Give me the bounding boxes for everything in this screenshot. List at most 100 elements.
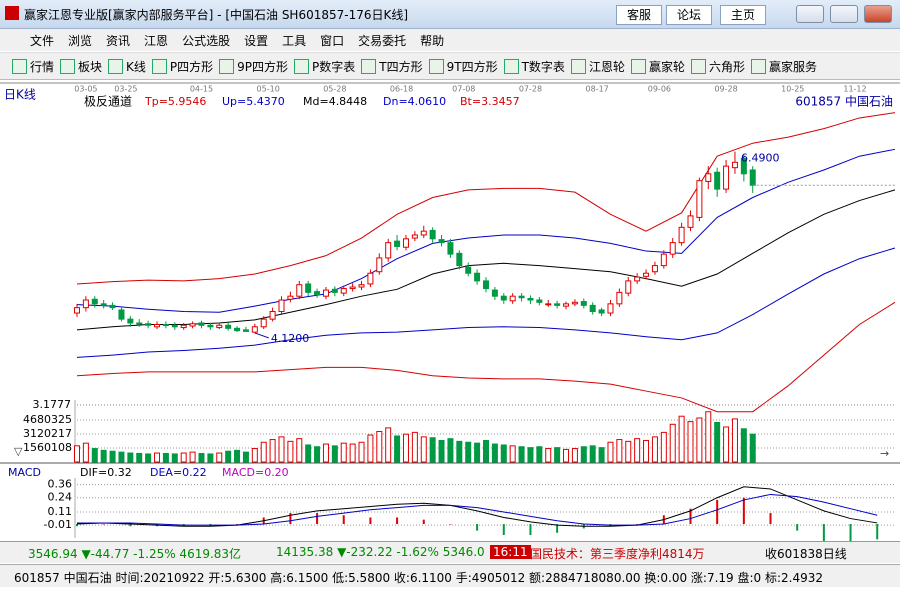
candle-body	[278, 299, 285, 312]
toolbar-button[interactable]: 行情	[12, 58, 54, 75]
candle-body	[411, 234, 418, 239]
macd-bar	[369, 517, 372, 525]
macd-line	[76, 486, 878, 527]
volume-bar	[554, 447, 561, 463]
volume-bar	[411, 431, 418, 463]
toolbar-icon	[151, 58, 167, 74]
candle-body	[447, 242, 454, 255]
candle-body	[634, 276, 641, 282]
toolbar-icon	[219, 58, 235, 74]
toolbar-label: 六角形	[708, 59, 745, 74]
volume-bar	[563, 448, 570, 463]
x-tick-label: 07-28	[519, 85, 542, 94]
candle-body	[242, 329, 249, 332]
toolbar-label: K线	[126, 59, 146, 74]
candle-body	[118, 309, 125, 320]
y-tick-label: 0.11	[48, 505, 73, 518]
macd-bar	[636, 524, 639, 525]
candle-body	[723, 165, 730, 190]
candle-body	[145, 323, 152, 326]
volume-bar	[376, 430, 383, 463]
toolbar-label: T四方形	[379, 59, 423, 74]
candle-body	[305, 283, 312, 293]
y-tick-label: 1560108	[23, 441, 72, 454]
news-ticker[interactable]: 国民技术：第三季度净利4814万	[530, 547, 705, 561]
volume-bar	[420, 436, 427, 463]
toolbar-button[interactable]: T四方形	[361, 58, 423, 75]
macd-bar	[422, 519, 425, 525]
header-button[interactable]: 论坛	[666, 5, 712, 25]
toolbar-button[interactable]: P数字表	[294, 58, 355, 75]
toolbar-button[interactable]: 板块	[60, 58, 102, 75]
toolbar-button[interactable]: 江恩轮	[570, 58, 625, 75]
scroll-arrow[interactable]: →	[880, 447, 889, 460]
macd-bar	[289, 513, 292, 525]
macd-bar	[742, 497, 745, 525]
toolbar-button[interactable]: 9P四方形	[219, 58, 288, 75]
menu-item[interactable]: 窗口	[320, 33, 345, 48]
minimize-button[interactable]	[796, 5, 824, 23]
candle-body	[91, 298, 98, 305]
candle-body	[82, 299, 89, 309]
volume-bar	[322, 443, 329, 463]
macd-bar	[849, 524, 852, 544]
close-button[interactable]	[864, 5, 892, 23]
toolbar-label: T数字表	[521, 59, 565, 74]
header-button[interactable]: 主页	[720, 5, 766, 25]
candle-body	[687, 215, 694, 228]
volume-bar	[340, 442, 347, 463]
info-bar: 601857 中国石油 时间:20210922 开:5.6300 高:6.150…	[0, 564, 900, 587]
macd-bar	[502, 524, 505, 535]
candle-body	[162, 323, 169, 326]
menu-item[interactable]: 工具	[282, 33, 307, 48]
macd-bar	[316, 513, 319, 525]
volume-bar	[91, 448, 98, 463]
toolbar-icon	[428, 58, 444, 74]
volume-bar	[616, 439, 623, 463]
menu-bar: 文件 浏览 资讯 江恩 公式选股 设置 工具 窗口 交易委托 帮助	[0, 29, 900, 51]
toolbar-button[interactable]: 9T四方形	[428, 58, 498, 75]
band-line	[76, 247, 896, 358]
scroll-arrow[interactable]: ▽	[14, 445, 23, 458]
toolbar-button[interactable]: 赢家服务	[750, 58, 817, 75]
candle-body	[225, 324, 232, 329]
header-button[interactable]: 客服	[616, 5, 662, 25]
toolbar-button[interactable]: T数字表	[503, 58, 565, 75]
toolbar-icon	[570, 58, 586, 74]
menu-item[interactable]: 帮助	[420, 33, 445, 48]
macd-line	[77, 493, 878, 526]
toolbar-button[interactable]: K线	[108, 58, 146, 75]
menu-item[interactable]: 交易委托	[358, 33, 407, 48]
window-title: 赢家江恩专业版[赢家内部服务平台] - [中国石油 SH601857-176日K…	[24, 8, 409, 22]
candle-body	[180, 324, 187, 329]
candle-body	[296, 284, 303, 297]
toolbar-icon	[503, 58, 519, 74]
volume-bar	[500, 444, 507, 463]
toolbar-button[interactable]: P四方形	[151, 58, 213, 75]
menu-item[interactable]: 文件	[30, 33, 55, 48]
maximize-button[interactable]	[830, 5, 858, 23]
volume-bar	[296, 438, 303, 463]
menu-item[interactable]: 资讯	[106, 33, 131, 48]
toolbar-button[interactable]: 赢家轮	[630, 58, 685, 75]
volume-bar	[580, 446, 587, 463]
candle-body	[358, 284, 365, 288]
macd-bar	[236, 524, 239, 525]
menu-item[interactable]: 设置	[244, 33, 269, 48]
menu-item[interactable]: 浏览	[68, 33, 93, 48]
volume-bar	[749, 433, 756, 463]
toolbar-icon	[12, 58, 27, 74]
volume-bar	[643, 439, 650, 463]
candle-body	[322, 289, 329, 297]
volume-bar	[714, 422, 721, 463]
menu-item[interactable]: 江恩	[144, 33, 169, 48]
volume-bar	[589, 445, 596, 463]
menu-item[interactable]: 公式选股	[182, 33, 231, 48]
candle-body	[456, 252, 463, 267]
toolbar-button[interactable]: 六角形	[690, 58, 745, 75]
candle-body	[740, 157, 747, 175]
macd-bar	[129, 524, 132, 527]
toolbar-icon	[690, 58, 706, 74]
candle-body	[429, 229, 436, 240]
